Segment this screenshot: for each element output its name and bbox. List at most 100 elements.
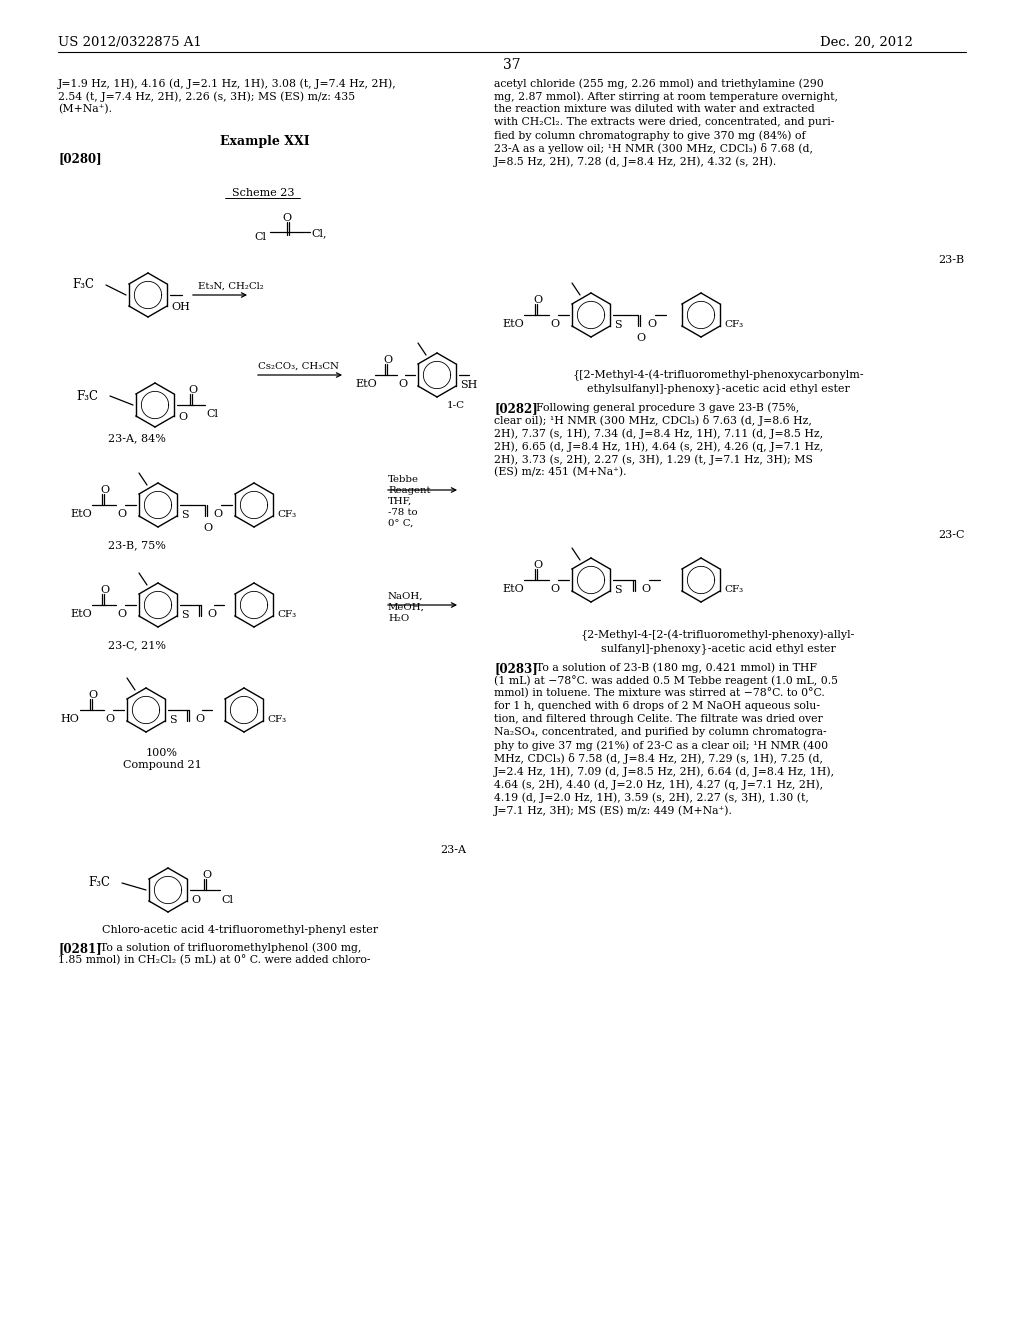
Text: mg, 2.87 mmol). After stirring at room temperature overnight,: mg, 2.87 mmol). After stirring at room t… [494, 91, 838, 102]
Text: O: O [641, 583, 650, 594]
Text: O: O [188, 385, 198, 395]
Text: Scheme 23: Scheme 23 [231, 187, 294, 198]
Text: O: O [282, 213, 291, 223]
Text: O: O [202, 870, 211, 880]
Text: Et₃N, CH₂Cl₂: Et₃N, CH₂Cl₂ [198, 282, 264, 290]
Text: EtO: EtO [502, 583, 523, 594]
Text: {[2-Methyl-4-(4-trifluoromethyl-phenoxycarbonylm-: {[2-Methyl-4-(4-trifluoromethyl-phenoxyc… [572, 370, 864, 381]
Text: Cl,: Cl, [311, 228, 327, 238]
Text: [0282]: [0282] [494, 403, 538, 414]
Text: for 1 h, quenched with 6 drops of 2 M NaOH aqueous solu-: for 1 h, quenched with 6 drops of 2 M Na… [494, 701, 820, 711]
Text: J=1.9 Hz, 1H), 4.16 (d, J=2.1 Hz, 1H), 3.08 (t, J=7.4 Hz, 2H),: J=1.9 Hz, 1H), 4.16 (d, J=2.1 Hz, 1H), 3… [58, 78, 396, 88]
Text: 1.85 mmol) in CH₂Cl₂ (5 mL) at 0° C. were added chloro-: 1.85 mmol) in CH₂Cl₂ (5 mL) at 0° C. wer… [58, 954, 371, 966]
Text: Na₂SO₄, concentrated, and purified by column chromatogra-: Na₂SO₄, concentrated, and purified by co… [494, 727, 826, 737]
Text: EtO: EtO [70, 510, 92, 519]
Text: OH: OH [171, 302, 189, 312]
Text: mmol) in toluene. The mixture was stirred at −78°C. to 0°C.: mmol) in toluene. The mixture was stirre… [494, 688, 824, 698]
Text: clear oil); ¹H NMR (300 MHz, CDCl₃) δ 7.63 (d, J=8.6 Hz,: clear oil); ¹H NMR (300 MHz, CDCl₃) δ 7.… [494, 414, 812, 426]
Text: Cl: Cl [206, 409, 218, 418]
Text: EtO: EtO [70, 609, 92, 619]
Text: F₃C: F₃C [88, 876, 110, 888]
Text: CF₃: CF₃ [724, 585, 743, 594]
Text: NaOH,: NaOH, [388, 591, 424, 601]
Text: 23-C, 21%: 23-C, 21% [108, 640, 166, 649]
Text: Cs₂CO₃, CH₃CN: Cs₂CO₃, CH₃CN [258, 362, 339, 371]
Text: [0283]: [0283] [494, 663, 538, 675]
Text: Chloro-acetic acid 4-trifluoromethyl-phenyl ester: Chloro-acetic acid 4-trifluoromethyl-phe… [102, 925, 378, 935]
Text: S: S [614, 585, 622, 595]
Text: SH: SH [460, 380, 477, 389]
Text: tion, and filtered through Celite. The filtrate was dried over: tion, and filtered through Celite. The f… [494, 714, 822, 723]
Text: O: O [647, 319, 656, 329]
Text: F₃C: F₃C [76, 389, 98, 403]
Text: O: O [178, 412, 187, 422]
Text: MHz, CDCl₃) δ 7.58 (d, J=8.4 Hz, 2H), 7.29 (s, 1H), 7.25 (d,: MHz, CDCl₃) δ 7.58 (d, J=8.4 Hz, 2H), 7.… [494, 752, 823, 764]
Text: 23-A: 23-A [440, 845, 466, 855]
Text: To a solution of 23-B (180 mg, 0.421 mmol) in THF: To a solution of 23-B (180 mg, 0.421 mmo… [536, 663, 817, 673]
Text: 2H), 7.37 (s, 1H), 7.34 (d, J=8.4 Hz, 1H), 7.11 (d, J=8.5 Hz,: 2H), 7.37 (s, 1H), 7.34 (d, J=8.4 Hz, 1H… [494, 428, 823, 438]
Text: S: S [181, 610, 188, 620]
Text: acetyl chloride (255 mg, 2.26 mmol) and triethylamine (290: acetyl chloride (255 mg, 2.26 mmol) and … [494, 78, 823, 88]
Text: 23-B, 75%: 23-B, 75% [108, 540, 166, 550]
Text: O: O [88, 690, 97, 700]
Text: 2H), 3.73 (s, 2H), 2.27 (s, 3H), 1.29 (t, J=7.1 Hz, 3H); MS: 2H), 3.73 (s, 2H), 2.27 (s, 3H), 1.29 (t… [494, 454, 813, 465]
Text: HO: HO [60, 714, 79, 723]
Text: O: O [534, 560, 542, 570]
Text: S: S [169, 715, 176, 725]
Text: (1 mL) at −78°C. was added 0.5 M Tebbe reagent (1.0 mL, 0.5: (1 mL) at −78°C. was added 0.5 M Tebbe r… [494, 675, 838, 686]
Text: 4.19 (d, J=2.0 Hz, 1H), 3.59 (s, 2H), 2.27 (s, 3H), 1.30 (t,: 4.19 (d, J=2.0 Hz, 1H), 3.59 (s, 2H), 2.… [494, 792, 809, 803]
Text: J=7.1 Hz, 3H); MS (ES) m/z: 449 (M+Na⁺).: J=7.1 Hz, 3H); MS (ES) m/z: 449 (M+Na⁺). [494, 805, 733, 816]
Text: Compound 21: Compound 21 [123, 760, 202, 770]
Text: EtO: EtO [355, 379, 377, 389]
Text: O: O [100, 585, 110, 595]
Text: O: O [207, 609, 216, 619]
Text: CF₃: CF₃ [267, 715, 286, 723]
Text: 2.54 (t, J=7.4 Hz, 2H), 2.26 (s, 3H); MS (ES) m/z: 435: 2.54 (t, J=7.4 Hz, 2H), 2.26 (s, 3H); MS… [58, 91, 355, 102]
Text: O: O [117, 609, 126, 619]
Text: with CH₂Cl₂. The extracts were dried, concentrated, and puri-: with CH₂Cl₂. The extracts were dried, co… [494, 117, 835, 127]
Text: Cl: Cl [221, 895, 233, 906]
Text: 23-A, 84%: 23-A, 84% [108, 433, 166, 444]
Text: O: O [195, 714, 204, 723]
Text: O: O [636, 333, 645, 343]
Text: O: O [117, 510, 126, 519]
Text: O: O [550, 319, 559, 329]
Text: CF₃: CF₃ [278, 510, 296, 519]
Text: O: O [534, 294, 542, 305]
Text: J=2.4 Hz, 1H), 7.09 (d, J=8.5 Hz, 2H), 6.64 (d, J=8.4 Hz, 1H),: J=2.4 Hz, 1H), 7.09 (d, J=8.5 Hz, 2H), 6… [494, 766, 836, 776]
Text: {2-Methyl-4-[2-(4-trifluoromethyl-phenoxy)-allyl-: {2-Methyl-4-[2-(4-trifluoromethyl-phenox… [581, 630, 855, 642]
Text: To a solution of trifluoromethylphenol (300 mg,: To a solution of trifluoromethylphenol (… [100, 942, 361, 953]
Text: ethylsulfanyl]-phenoxy}-acetic acid ethyl ester: ethylsulfanyl]-phenoxy}-acetic acid ethy… [587, 383, 850, 393]
Text: CF₃: CF₃ [724, 319, 743, 329]
Text: O: O [398, 379, 408, 389]
Text: 4.64 (s, 2H), 4.40 (d, J=2.0 Hz, 1H), 4.27 (q, J=7.1 Hz, 2H),: 4.64 (s, 2H), 4.40 (d, J=2.0 Hz, 1H), 4.… [494, 779, 823, 789]
Text: Following general procedure 3 gave 23-B (75%,: Following general procedure 3 gave 23-B … [536, 403, 800, 413]
Text: F₃C: F₃C [72, 279, 94, 290]
Text: [0280]: [0280] [58, 152, 101, 165]
Text: 23-B: 23-B [938, 255, 965, 265]
Text: Reagent: Reagent [388, 486, 430, 495]
Text: O: O [550, 583, 559, 594]
Text: 23-C: 23-C [938, 531, 965, 540]
Text: S: S [614, 319, 622, 330]
Text: O: O [100, 484, 110, 495]
Text: 100%: 100% [146, 748, 178, 758]
Text: the reaction mixture was diluted with water and extracted: the reaction mixture was diluted with wa… [494, 104, 815, 114]
Text: O: O [105, 714, 114, 723]
Text: 23-A as a yellow oil; ¹H NMR (300 MHz, CDCl₃) δ 7.68 (d,: 23-A as a yellow oil; ¹H NMR (300 MHz, C… [494, 143, 813, 154]
Text: phy to give 37 mg (21%) of 23-C as a clear oil; ¹H NMR (400: phy to give 37 mg (21%) of 23-C as a cle… [494, 741, 828, 751]
Text: S: S [181, 510, 188, 520]
Text: (M+Na⁺).: (M+Na⁺). [58, 104, 112, 115]
Text: fied by column chromatography to give 370 mg (84%) of: fied by column chromatography to give 37… [494, 129, 806, 140]
Text: 2H), 6.65 (d, J=8.4 Hz, 1H), 4.64 (s, 2H), 4.26 (q, J=7.1 Hz,: 2H), 6.65 (d, J=8.4 Hz, 1H), 4.64 (s, 2H… [494, 441, 823, 451]
Text: 0° C,: 0° C, [388, 519, 414, 528]
Text: -78 to: -78 to [388, 508, 418, 517]
Text: Example XXI: Example XXI [220, 135, 310, 148]
Text: US 2012/0322875 A1: US 2012/0322875 A1 [58, 36, 202, 49]
Text: 37: 37 [503, 58, 521, 73]
Text: O: O [191, 895, 200, 906]
Text: O: O [213, 510, 222, 519]
Text: THF,: THF, [388, 498, 413, 506]
Text: Cl: Cl [254, 232, 266, 242]
Text: H₂O: H₂O [388, 614, 410, 623]
